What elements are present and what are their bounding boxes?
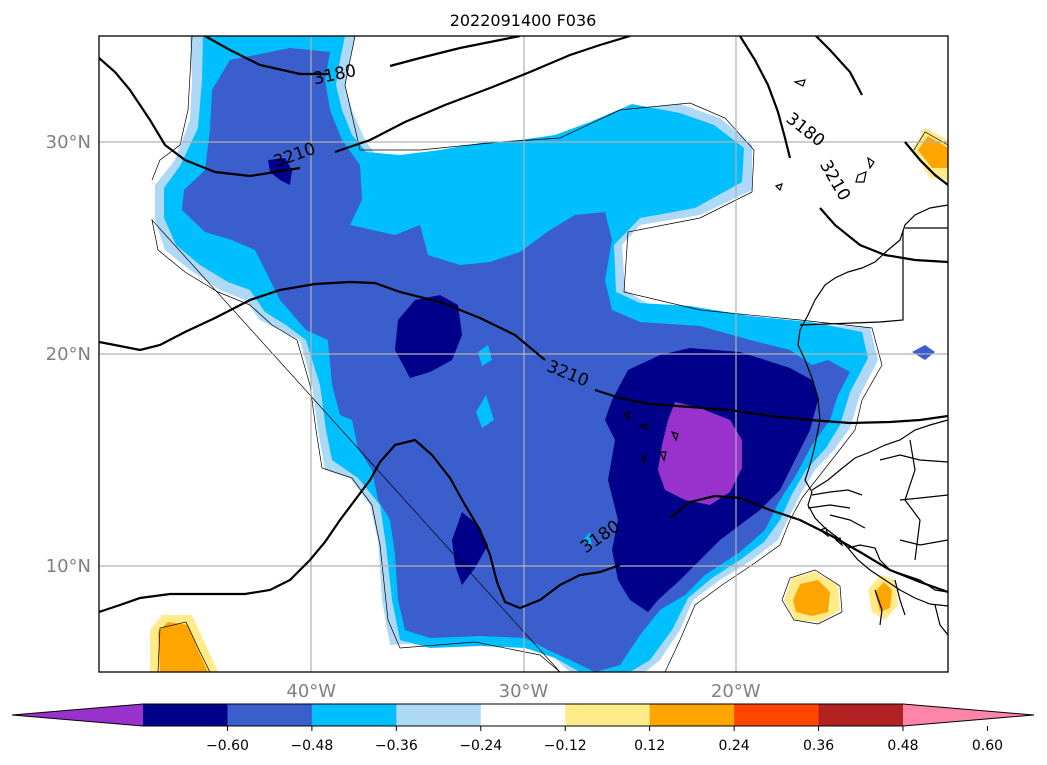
anomaly-outline (151, 36, 883, 672)
colorbar-segment (649, 704, 735, 726)
colorbar-segment (311, 704, 397, 726)
lon-label: 20°W (711, 681, 761, 702)
lon-label: 30°W (499, 681, 549, 702)
colorbar-tick-label: 0.12 (634, 738, 665, 754)
colorbar: −0.60 −0.48 −0.36 −0.24 −0.12 0.12 0.24 0.36 0.4… (11, 703, 1035, 754)
colorbar-segment (734, 704, 820, 726)
colorbar-tick-label: −0.12 (544, 738, 587, 754)
colorbar-segment (480, 704, 566, 726)
anomaly-outline-sw (157, 621, 211, 672)
map-frame (98, 35, 949, 673)
latitude-labels: 30°N 20°N 10°N (46, 132, 91, 577)
anomaly-fill-pos-coast-orange (875, 582, 892, 612)
colorbar-extend-high (903, 704, 1034, 726)
anomaly-hole-1 (478, 345, 492, 366)
colorbar-tick-label: −0.36 (375, 738, 418, 754)
colorbar-tick-label: 0.24 (719, 738, 750, 754)
colorbar-tick-label: −0.48 (290, 738, 333, 754)
map-title: 2022091400 F036 (450, 11, 597, 30)
colorbar-tick-label: −0.60 (206, 738, 249, 754)
anomaly-hole-3 (583, 532, 592, 548)
lat-label: 20°N (46, 344, 91, 365)
anomaly-fill-ne-blue-dot (912, 345, 935, 360)
anomaly-fill-pos-ne-orange (918, 136, 948, 168)
colorbar-tick-label: 0.36 (803, 738, 834, 754)
anomaly-hole-2 (476, 395, 494, 428)
colorbar-tick-label: −0.24 (459, 738, 502, 754)
colorbar-tick-label: 0.60 (972, 738, 1003, 754)
anomaly-fill-pos-se-orange (793, 580, 830, 616)
colorbar-segment (143, 704, 228, 726)
anomaly-fill-navy-center (395, 295, 462, 378)
lat-label: 30°N (46, 132, 91, 153)
colorbar-extend-low (12, 704, 143, 726)
colorbar-segment (227, 704, 313, 726)
lat-label: 10°N (46, 556, 91, 577)
anomaly-outline-ne (913, 131, 948, 151)
lon-label: 40°W (286, 681, 336, 702)
colorbar-segment (565, 704, 651, 726)
colorbar-outline (11, 703, 1035, 727)
gridlines (99, 36, 948, 672)
anomaly-fill-pos-sw-orange (158, 622, 208, 672)
anomaly-outline-se (781, 569, 843, 625)
colorbar-segment (818, 704, 904, 726)
anomaly-fill-purple-core (658, 402, 742, 505)
longitude-labels: 40°W 30°W 20°W (286, 681, 760, 702)
colorbar-tick-label: 0.48 (887, 738, 918, 754)
height-contours (99, 36, 948, 614)
colorbar-segment (396, 704, 482, 726)
